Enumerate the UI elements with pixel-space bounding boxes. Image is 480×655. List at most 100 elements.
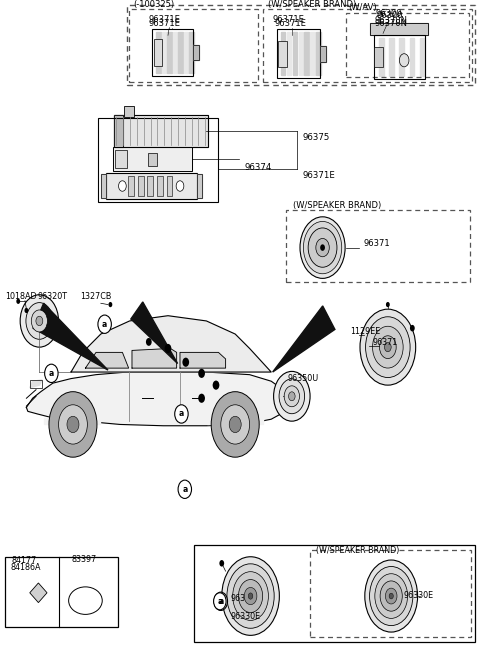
Text: 96371E: 96371E <box>275 19 306 28</box>
Bar <box>374 35 424 79</box>
Bar <box>278 41 287 67</box>
Bar <box>114 115 123 147</box>
Circle shape <box>67 417 79 433</box>
Polygon shape <box>132 348 177 368</box>
Polygon shape <box>304 32 309 75</box>
Circle shape <box>31 310 48 332</box>
Text: 84177: 84177 <box>12 556 37 565</box>
Text: 84186A: 84186A <box>11 563 41 572</box>
Circle shape <box>176 181 184 191</box>
Circle shape <box>300 217 345 278</box>
Circle shape <box>221 405 250 444</box>
Text: (W/AV): (W/AV) <box>348 3 377 12</box>
Text: a: a <box>49 369 54 378</box>
Polygon shape <box>173 32 177 73</box>
Polygon shape <box>114 115 123 147</box>
Polygon shape <box>399 38 404 76</box>
Bar <box>106 173 197 199</box>
Bar <box>30 380 42 388</box>
Bar <box>374 47 383 67</box>
Text: 83397: 83397 <box>71 555 96 564</box>
Bar <box>286 210 470 282</box>
Text: 96330E: 96330E <box>403 591 433 600</box>
Polygon shape <box>420 38 424 76</box>
Bar <box>197 174 202 198</box>
Circle shape <box>248 593 253 599</box>
Circle shape <box>175 405 188 423</box>
Circle shape <box>380 581 402 611</box>
Circle shape <box>372 326 403 368</box>
Circle shape <box>370 567 413 626</box>
Bar <box>147 176 153 196</box>
Bar <box>129 9 258 82</box>
Text: 96371E: 96371E <box>273 14 304 24</box>
Text: (W/SPEAKER BRAND): (W/SPEAKER BRAND) <box>268 0 356 9</box>
Polygon shape <box>71 316 271 372</box>
Circle shape <box>279 379 305 414</box>
Circle shape <box>380 336 396 358</box>
Polygon shape <box>299 32 303 75</box>
Circle shape <box>24 308 28 313</box>
Circle shape <box>214 593 226 610</box>
Circle shape <box>303 221 342 274</box>
Polygon shape <box>162 32 166 73</box>
Text: 1018AD: 1018AD <box>5 292 36 301</box>
Circle shape <box>320 244 325 251</box>
Circle shape <box>178 480 192 498</box>
Bar <box>98 118 218 202</box>
Polygon shape <box>320 46 326 62</box>
Polygon shape <box>273 306 335 372</box>
Polygon shape <box>179 32 182 73</box>
Text: a: a <box>102 320 107 329</box>
Polygon shape <box>113 147 192 171</box>
Circle shape <box>36 316 43 326</box>
Text: a: a <box>217 597 222 606</box>
Bar <box>277 29 320 78</box>
Circle shape <box>229 417 241 433</box>
Polygon shape <box>193 45 199 60</box>
Polygon shape <box>184 32 188 73</box>
Text: 96371E: 96371E <box>149 14 180 24</box>
Text: 96371: 96371 <box>372 337 398 346</box>
Circle shape <box>165 344 171 353</box>
Circle shape <box>284 386 300 407</box>
Text: (W/SPEAKER BRAND): (W/SPEAKER BRAND) <box>293 201 381 210</box>
Polygon shape <box>180 352 226 368</box>
Circle shape <box>366 317 410 377</box>
Polygon shape <box>30 583 47 603</box>
Circle shape <box>385 588 397 604</box>
Circle shape <box>16 299 20 304</box>
Polygon shape <box>281 32 285 75</box>
Circle shape <box>49 392 97 457</box>
Polygon shape <box>156 32 160 73</box>
Circle shape <box>308 228 337 267</box>
Polygon shape <box>168 32 172 73</box>
Text: 96320T: 96320T <box>37 292 67 301</box>
Circle shape <box>20 295 59 347</box>
Circle shape <box>386 302 390 307</box>
Bar <box>263 9 472 82</box>
Polygon shape <box>33 303 108 370</box>
Bar <box>115 150 127 168</box>
Circle shape <box>389 593 393 599</box>
Circle shape <box>45 364 58 383</box>
Circle shape <box>214 592 228 610</box>
Text: a: a <box>182 485 187 494</box>
Bar <box>167 176 172 196</box>
Text: a: a <box>218 597 223 606</box>
Bar <box>138 176 144 196</box>
Circle shape <box>119 181 126 191</box>
Circle shape <box>375 574 408 618</box>
Text: 96371E: 96371E <box>302 171 335 180</box>
Text: 96350U: 96350U <box>287 374 318 383</box>
Circle shape <box>26 303 53 339</box>
Circle shape <box>227 564 274 628</box>
Circle shape <box>213 381 219 390</box>
Polygon shape <box>207 418 263 424</box>
Text: 96300: 96300 <box>376 11 403 20</box>
Polygon shape <box>379 38 384 76</box>
Circle shape <box>384 343 391 352</box>
Circle shape <box>239 580 263 612</box>
Circle shape <box>182 358 189 367</box>
Circle shape <box>108 302 112 307</box>
